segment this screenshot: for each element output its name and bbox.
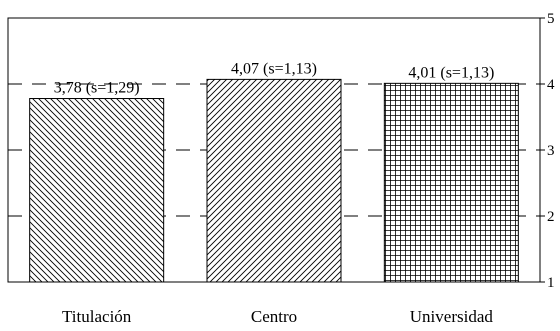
bars (29, 78, 519, 283)
y-tick-label: 3 (547, 143, 555, 159)
category-labels: Titulación Centro Universidad (62, 307, 493, 326)
category-label: Titulación (62, 307, 132, 326)
category-label: Universidad (410, 307, 494, 326)
y-tick-label: 1 (547, 275, 555, 291)
bar-titulaci-n (29, 98, 165, 283)
y-axis: 1 2 3 4 5 (540, 11, 555, 291)
data-label: 3,78 (s=1,29) (54, 80, 140, 97)
data-label: 4,01 (s=1,13) (408, 64, 494, 81)
data-label: 4,07 (s=1,13) (231, 60, 317, 77)
bar-centro (206, 78, 342, 283)
y-tick-label: 5 (547, 11, 555, 27)
y-tick-label: 4 (547, 77, 555, 93)
data-labels: 3,78 (s=1,29) 4,07 (s=1,13) 4,01 (s=1,13) (54, 60, 495, 96)
bar-universidad (383, 82, 519, 283)
category-label: Centro (251, 307, 297, 326)
y-tick-label: 2 (547, 209, 555, 225)
